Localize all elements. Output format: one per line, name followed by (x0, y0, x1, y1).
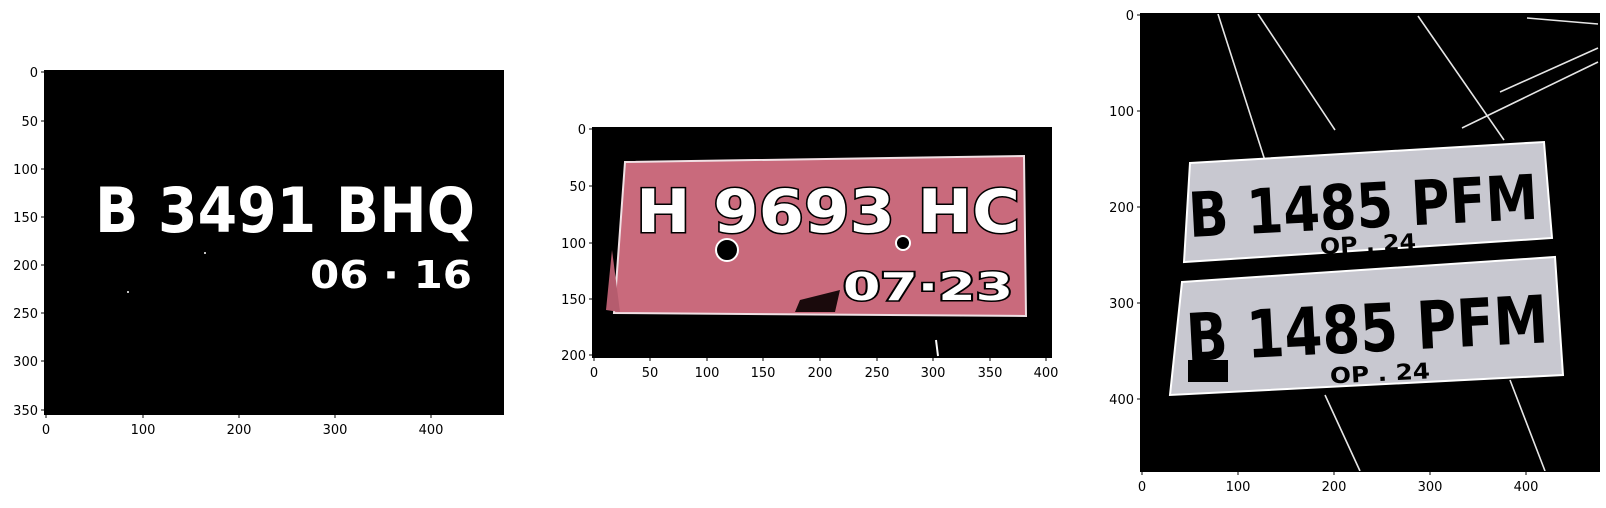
panel-1-ytick-label: 250 (13, 307, 38, 322)
panel-3-ytick-label: 0 (1126, 9, 1134, 24)
panel-1-ytick-label: 300 (13, 355, 38, 370)
panel-2-xtick-label: 200 (808, 366, 833, 381)
panel-2-plate (612, 154, 1028, 318)
panel-1-plate-main: B 3491 BHQ (95, 174, 475, 247)
panel-2: H 9693 HC 07·23 0 50 100 150 200 250 300… (561, 123, 1058, 381)
panel-2-plate-sub: 07·23 (843, 265, 1013, 309)
panel-2-plate-main: H 9693 HC (636, 177, 1020, 247)
panel-2-xtick-label: 350 (978, 366, 1003, 381)
panel-1: B 3491 BHQ 06 · 16 0 100 200 300 400 (13, 66, 504, 438)
panel-2-ytick-label: 150 (561, 293, 586, 308)
panel-3-ytick-label: 300 (1109, 297, 1134, 312)
panel-3: B 1485 PFM OP . 24 B 1485 PFM OP . 24 0 … (1109, 9, 1600, 495)
panel-2-ytick-label: 50 (569, 180, 586, 195)
panel-3-plate-bottom-main: B 1485 PFM (1184, 281, 1550, 377)
panel-2-ytick-label: 200 (561, 349, 586, 364)
panel-2-xtick-label: 400 (1034, 366, 1059, 381)
panel-3-plate-top-sub: OP . 24 (1319, 230, 1416, 260)
panel-3-xtick-label: 300 (1418, 480, 1443, 495)
panel-1-ytick-label: 0 (30, 66, 38, 81)
panel-3-ytick-label: 400 (1109, 393, 1134, 408)
panel-1-xtick-label: 400 (419, 423, 444, 438)
panel-3-xtick-label: 200 (1322, 480, 1347, 495)
panel-1-xtick-label: 300 (323, 423, 348, 438)
panel-3-xtick-label: 0 (1138, 480, 1146, 495)
panel-1-ytick-label: 100 (13, 163, 38, 178)
panel-2-xtick-label: 300 (921, 366, 946, 381)
panel-2-ytick-label: 100 (561, 237, 586, 252)
panel-1-image (45, 71, 503, 414)
panel-3-xtick-label: 100 (1226, 480, 1251, 495)
panel-2-xtick-label: 50 (642, 366, 659, 381)
panel-2-ytick-label: 0 (578, 123, 586, 138)
panel-1-ytick-label: 150 (13, 211, 38, 226)
panel-1-ytick-label: 200 (13, 259, 38, 274)
panel-3-plate-bottom-sub: OP . 24 (1329, 359, 1430, 389)
panel-3-plate-top (1182, 140, 1554, 264)
panel-3-ytick-label: 100 (1109, 105, 1134, 120)
panel-2-xtick-label: 150 (751, 366, 776, 381)
panel-1-xtick-label: 200 (227, 423, 252, 438)
panel-3-plate-bottom (1168, 255, 1565, 397)
panel-2-xtick-label: 250 (865, 366, 890, 381)
panel-2-xtick-label: 100 (695, 366, 720, 381)
panel-2-xtick-label: 0 (590, 366, 598, 381)
panel-1-xtick-label: 100 (131, 423, 156, 438)
panel-3-ytick-label: 200 (1109, 201, 1134, 216)
panel-1-ytick-label: 350 (13, 404, 38, 419)
panel-1-xtick-label: 0 (42, 423, 50, 438)
panel-1-ytick-label: 50 (21, 115, 38, 130)
panel-3-xtick-label: 400 (1514, 480, 1539, 495)
panel-1-plate-sub: 06 · 16 (310, 253, 472, 297)
